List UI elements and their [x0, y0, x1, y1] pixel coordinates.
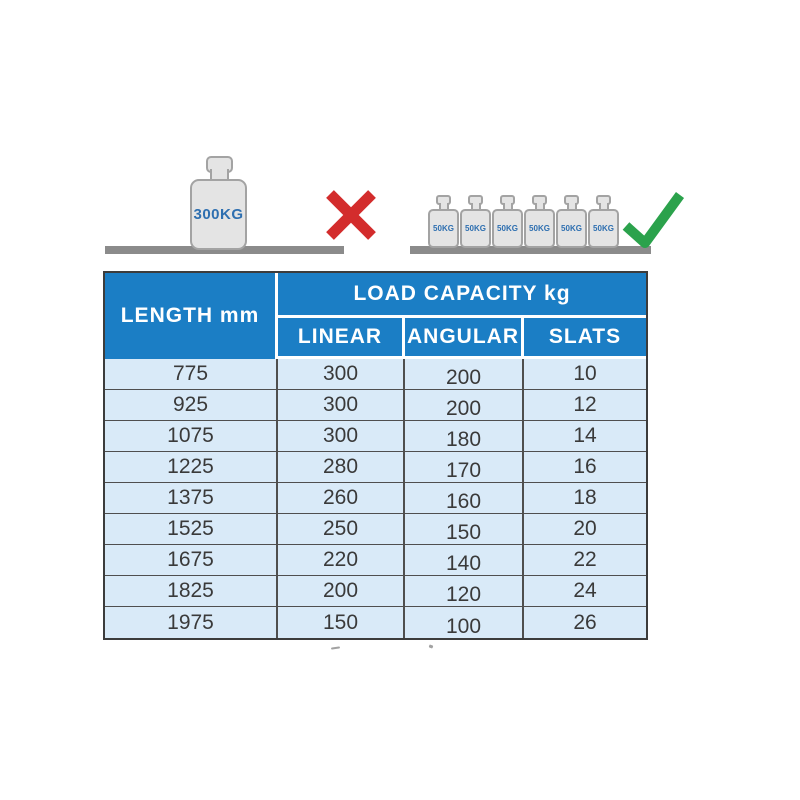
shelf-right — [410, 246, 651, 254]
table-title-load-capacity: LOAD CAPACITY kg — [278, 273, 646, 318]
weight-50kg: 50KG — [492, 195, 523, 248]
weight-body: 50KG — [556, 209, 587, 248]
weight-neck — [599, 203, 609, 211]
cell-angular: 180 — [405, 421, 524, 452]
cell-length: 1075 — [105, 421, 278, 452]
cell-slats: 18 — [524, 483, 646, 514]
cell-length: 925 — [105, 390, 278, 421]
cell-slats: 20 — [524, 514, 646, 545]
cell-linear: 280 — [278, 452, 405, 483]
cell-slats: 14 — [524, 421, 646, 452]
weight-50kg: 50KG — [524, 195, 555, 248]
cell-linear: 250 — [278, 514, 405, 545]
weight-50kg-label: 50KG — [593, 224, 614, 233]
cell-linear: 300 — [278, 390, 405, 421]
cell-length: 1225 — [105, 452, 278, 483]
cell-linear: 150 — [278, 607, 405, 638]
weight-body: 50KG — [460, 209, 491, 248]
cell-slats: 22 — [524, 545, 646, 576]
cell-angular: 140 — [405, 545, 524, 576]
weight-50kg: 50KG — [460, 195, 491, 248]
weight-body: 50KG — [588, 209, 619, 248]
weight-300kg-label: 300KG — [193, 206, 244, 223]
cell-linear: 260 — [278, 483, 405, 514]
cell-linear: 220 — [278, 545, 405, 576]
weight-50kg-label: 50KG — [497, 224, 518, 233]
weight-body: 300KG — [190, 179, 247, 250]
cell-slats: 24 — [524, 576, 646, 607]
column-header-slats: SLATS — [524, 318, 646, 359]
weight-body: 50KG — [428, 209, 459, 248]
cell-slats: 12 — [524, 390, 646, 421]
artifact-mark — [330, 646, 341, 650]
cell-angular: 170 — [405, 452, 524, 483]
weight-50kg-label: 50KG — [561, 224, 582, 233]
column-header-linear: LINEAR — [278, 318, 405, 359]
weight-50kg: 50KG — [588, 195, 619, 248]
shelf-left — [105, 246, 344, 254]
weight-neck — [503, 203, 513, 211]
load-capacity-table: LENGTH mm LOAD CAPACITY kg LINEAR ANGULA… — [103, 271, 648, 640]
weight-50kg-label: 50KG — [529, 224, 550, 233]
cell-angular: 200 — [405, 359, 524, 390]
cell-slats: 26 — [524, 607, 646, 638]
weight-300kg: 300KG — [190, 156, 248, 250]
weight-body: 50KG — [524, 209, 555, 248]
column-header-angular: ANGULAR — [405, 318, 524, 359]
cell-length: 1975 — [105, 607, 278, 638]
cell-slats: 10 — [524, 359, 646, 390]
x-mark-icon — [326, 190, 376, 240]
column-header-length: LENGTH mm — [105, 273, 278, 359]
weight-50kg: 50KG — [428, 195, 459, 248]
cell-angular: 120 — [405, 576, 524, 607]
cell-length: 1675 — [105, 545, 278, 576]
cell-length: 1375 — [105, 483, 278, 514]
cell-linear: 200 — [278, 576, 405, 607]
weight-neck — [535, 203, 545, 211]
weight-neck — [471, 203, 481, 211]
weight-50kg-label: 50KG — [433, 224, 454, 233]
cell-angular: 200 — [405, 390, 524, 421]
cell-linear: 300 — [278, 359, 405, 390]
cell-slats: 16 — [524, 452, 646, 483]
weight-body: 50KG — [492, 209, 523, 248]
weight-neck — [567, 203, 577, 211]
cell-length: 1825 — [105, 576, 278, 607]
cell-length: 1525 — [105, 514, 278, 545]
check-mark-icon — [622, 192, 685, 248]
cell-angular: 160 — [405, 483, 524, 514]
cell-linear: 300 — [278, 421, 405, 452]
weight-50kg: 50KG — [556, 195, 587, 248]
weight-50kg-label: 50KG — [465, 224, 486, 233]
cell-length: 775 — [105, 359, 278, 390]
weight-neck — [439, 203, 449, 211]
cell-angular: 150 — [405, 514, 524, 545]
artifact-mark — [428, 644, 434, 649]
cell-angular: 100 — [405, 607, 524, 638]
